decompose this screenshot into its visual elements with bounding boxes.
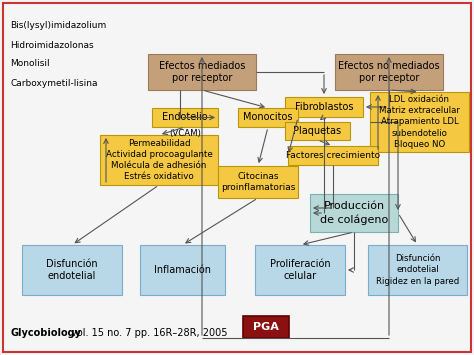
Bar [22,245,122,295]
Text: Efectos no mediados
por receptor: Efectos no mediados por receptor [338,61,440,83]
Bar [285,97,363,117]
Text: Permeabilidad
Actividad procoagulante
Molécula de adhesión
Estrés oxidativo: Permeabilidad Actividad procoagulante Mo… [106,139,212,181]
Bar [255,245,345,295]
Bar [218,166,298,198]
Text: Carboxymetil-lisina: Carboxymetil-lisina [10,78,98,87]
Text: Proliferación
celular: Proliferación celular [270,259,330,281]
Bar [148,54,256,90]
Bar [100,135,218,185]
Text: Plaquetas: Plaquetas [293,126,342,136]
Bar [288,146,378,165]
Text: Bis(lysyl)imidazolium: Bis(lysyl)imidazolium [10,21,106,29]
Text: PGA: PGA [253,322,279,332]
Bar [370,92,469,152]
Text: Factores crecimiento: Factores crecimiento [286,151,380,160]
Text: Fibroblastos: Fibroblastos [295,102,353,112]
Text: Producción
de colágeno: Producción de colágeno [320,202,388,224]
Bar [140,245,225,295]
Bar [285,122,350,140]
Text: Hidroimidazolonas: Hidroimidazolonas [10,40,94,49]
Bar [368,245,467,295]
Bar [152,108,218,127]
Text: Disfunción
endotelial
Rigidez en la pared: Disfunción endotelial Rigidez en la pare… [376,255,459,286]
Text: Endotelio: Endotelio [162,113,208,122]
Text: Efectos mediados
por receptor: Efectos mediados por receptor [159,61,245,83]
Bar [335,54,443,90]
Text: Citocinas
proinflamatorias: Citocinas proinflamatorias [221,172,295,192]
Bar [238,108,298,127]
Text: LDL oxidación
Matriz extracelular
Atrapamiento LDL
subendotelio
Bloqueo NO: LDL oxidación Matriz extracelular Atrapa… [379,95,460,149]
Text: (VCAM): (VCAM) [169,129,201,138]
Text: Monocitos: Monocitos [243,113,293,122]
Text: Glycobiology: Glycobiology [10,328,81,338]
Text: Inflamación: Inflamación [154,265,211,275]
Text: vol. 15 no. 7 pp. 16R–28R, 2005: vol. 15 no. 7 pp. 16R–28R, 2005 [68,328,228,338]
Text: Monolisil: Monolisil [10,60,50,69]
Text: Disfunción
endotelial: Disfunción endotelial [46,259,98,281]
Bar [243,316,289,338]
Bar [310,194,398,232]
